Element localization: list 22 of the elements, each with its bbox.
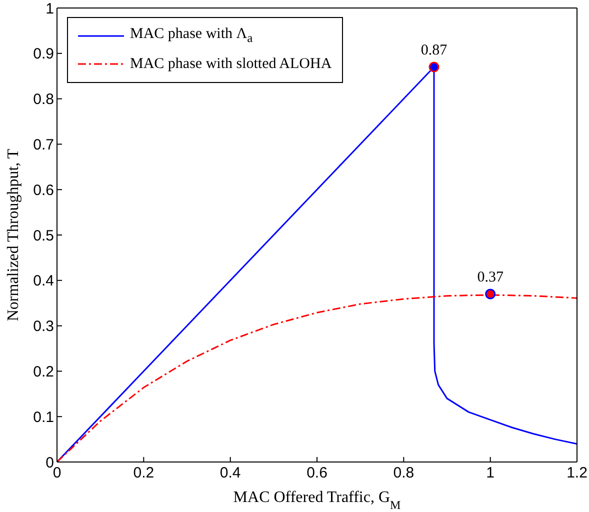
- x-tick-label: 0.4: [220, 464, 241, 482]
- x-tick-label: 0.2: [133, 464, 154, 482]
- x-tick-label: 0.6: [306, 464, 328, 482]
- y-tick-label: 0.5: [33, 227, 54, 244]
- x-axis-title: MAC Offered Traffic, G$_{M}$: [233, 489, 402, 512]
- x-tick-label: 0.8: [393, 464, 414, 482]
- y-tick-label: 0.3: [33, 318, 54, 336]
- y-tick-label: 0.1: [33, 408, 54, 426]
- y-tick-label: 0.2: [33, 364, 54, 381]
- y-tick-label: 0.8: [33, 91, 54, 108]
- y-tick-label: 0.7: [33, 136, 54, 154]
- x-tick-label: 1: [486, 464, 495, 482]
- legend-label: MAC phase with Λ$_{a}$: [130, 26, 253, 45]
- data-label: 0.87: [420, 42, 448, 59]
- x-tick-label: 1.2: [566, 464, 588, 482]
- y-tick-label: 0.4: [33, 272, 54, 290]
- data-label: 0.37: [477, 270, 504, 286]
- legend-label: MAC phase with slotted ALOHA: [130, 56, 332, 72]
- y-tick-label: 0.6: [33, 182, 54, 199]
- y-tick-label: 0.9: [33, 46, 54, 63]
- y-axis-title: Normalized Throughput, T: [5, 148, 22, 322]
- y-tick-label: 1: [46, 0, 54, 18]
